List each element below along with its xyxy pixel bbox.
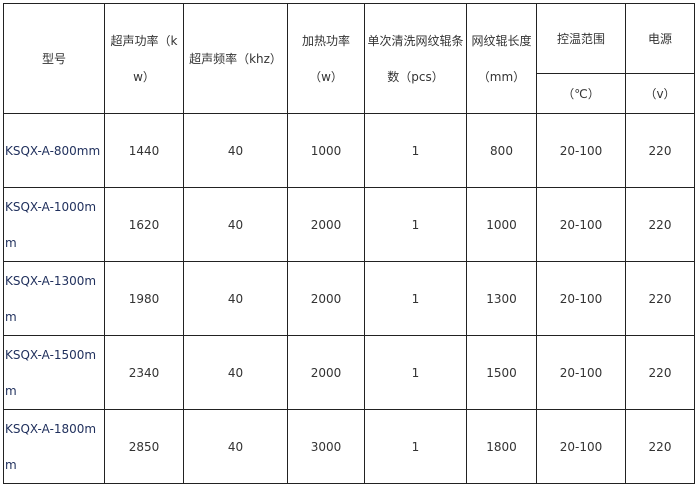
header-roller-length: 网纹辊长度（mm） [466,3,537,114]
cell-power-supply: 220 [625,409,695,484]
header-ultrasonic-frequency: 超声频率（khz） [183,3,288,114]
cell-model: KSQX-A-1300mm [3,261,105,336]
cell-rollers-per-wash: 1 [364,261,467,336]
header-temp-unit: （℃） [536,73,626,114]
spec-table: 型号 超声功率（kw） 超声频率（khz） 加热功率（w） 单次清洗网纹辊条数（… [3,3,695,484]
cell-roller-length: 1500 [466,335,537,410]
cell-temp-range: 20-100 [536,409,626,484]
table-row: KSQX-A-1500mm 2340 40 2000 1 1500 20-100 220 [3,335,695,410]
cell-model: KSQX-A-1000mm [3,187,105,262]
cell-ultrasonic-power: 2850 [104,409,184,484]
cell-rollers-per-wash: 1 [364,335,467,410]
cell-temp-range: 20-100 [536,261,626,336]
cell-roller-length: 1800 [466,409,537,484]
cell-ultrasonic-frequency: 40 [183,409,288,484]
cell-heating-power: 2000 [287,187,365,262]
cell-roller-length: 800 [466,113,537,188]
header-temp-range: 控温范围 [536,3,626,74]
cell-heating-power: 1000 [287,113,365,188]
header-model: 型号 [3,3,105,114]
table-row: KSQX-A-1300mm 1980 40 2000 1 1300 20-100 220 [3,261,695,336]
cell-ultrasonic-frequency: 40 [183,113,288,188]
cell-ultrasonic-power: 1440 [104,113,184,188]
cell-temp-range: 20-100 [536,187,626,262]
cell-model: KSQX-A-800mm [3,113,105,188]
cell-power-supply: 220 [625,187,695,262]
header-unit-row: （℃） （v） [4,73,695,114]
cell-ultrasonic-power: 2340 [104,335,184,410]
cell-ultrasonic-frequency: 40 [183,261,288,336]
cell-ultrasonic-frequency: 40 [183,335,288,410]
header-row: 型号 超声功率（kw） 超声频率（khz） 加热功率（w） 单次清洗网纹辊条数（… [3,3,695,114]
header-rollers-per-wash: 单次清洗网纹辊条数（pcs） [364,3,467,114]
header-power-supply: 电源 [625,3,695,74]
header-heating-power: 加热功率（w） [287,3,365,114]
cell-temp-range: 20-100 [536,335,626,410]
cell-power-supply: 220 [625,113,695,188]
cell-model: KSQX-A-1500mm [3,335,105,410]
cell-heating-power: 2000 [287,335,365,410]
cell-heating-power: 2000 [287,261,365,336]
cell-rollers-per-wash: 1 [364,187,467,262]
cell-ultrasonic-frequency: 40 [183,187,288,262]
table-row: KSQX-A-1000mm 1620 40 2000 1 1000 20-100 220 [3,187,695,262]
cell-rollers-per-wash: 1 [364,409,467,484]
cell-power-supply: 220 [625,261,695,336]
cell-temp-range: 20-100 [536,113,626,188]
cell-roller-length: 1300 [466,261,537,336]
cell-roller-length: 1000 [466,187,537,262]
cell-rollers-per-wash: 1 [364,113,467,188]
table-row: KSQX-A-1800mm 2850 40 3000 1 1800 20-100 220 [3,409,695,484]
cell-ultrasonic-power: 1980 [104,261,184,336]
cell-power-supply: 220 [625,335,695,410]
header-power-unit: （v） [625,73,695,114]
cell-heating-power: 3000 [287,409,365,484]
cell-model: KSQX-A-1800mm [3,409,105,484]
cell-ultrasonic-power: 1620 [104,187,184,262]
table-row: KSQX-A-800mm 1440 40 1000 1 800 20-100 220 [3,113,695,188]
header-ultrasonic-power: 超声功率（kw） [104,3,184,114]
